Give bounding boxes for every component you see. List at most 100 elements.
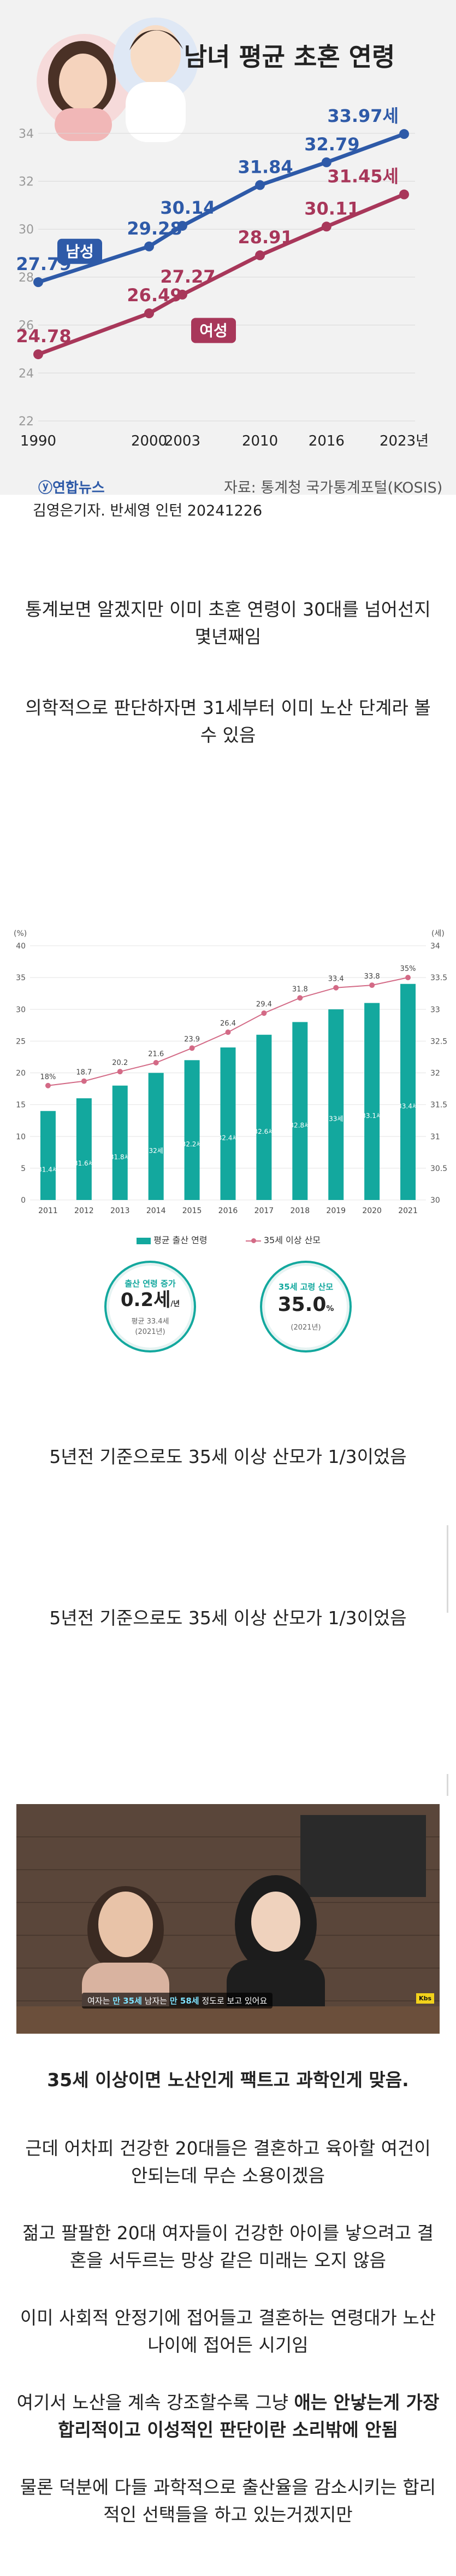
stat-older-mothers-value: 35.0	[277, 1293, 327, 1316]
bar-value-label: 33.1세	[362, 1112, 382, 1120]
video-scene	[16, 1804, 440, 2034]
bar-value-label: 31.8세	[110, 1153, 131, 1161]
x-tick-label: 2019	[326, 1207, 346, 1215]
male-point	[399, 129, 409, 139]
older-mothers-label: 23.9	[184, 1035, 200, 1044]
male-line	[37, 132, 405, 284]
x-tick-label: 1990	[20, 433, 56, 449]
left-tick-label: 20	[16, 1069, 26, 1078]
female-data-label: 24.78	[16, 326, 71, 347]
stat-older-mothers: 35세 고령 산모 35.0% (2021년)	[265, 1266, 347, 1348]
x-tick-label: 2014	[146, 1207, 166, 1215]
bar-value-label: 31.6세	[74, 1160, 94, 1167]
chart-source: 자료: 통계청 국가통계포털(KOSIS)	[224, 479, 443, 496]
paragraph-1: 통계보면 알겠지만 이미 초혼 연령이 30대를 넘어선지 몇년째임	[25, 599, 431, 647]
bar-value-label: 32.6세	[254, 1128, 275, 1135]
male-data-label: 33.97세	[327, 106, 399, 126]
older-mothers-point	[153, 1059, 159, 1065]
older-mothers-point	[405, 975, 411, 981]
left-tick-label: 5	[21, 1164, 26, 1173]
marriage-age-chart: 남녀 평균 초혼 연령 22 24 26 28 30 32 34 1990 2000 2003 20…	[0, 0, 456, 496]
paragraph-2: 의학적으로 판단하자면 31세부터 이미 노산 단계라 볼 수 있음	[25, 697, 431, 746]
bar	[328, 1009, 344, 1200]
older-mothers-label: 29.4	[256, 1000, 272, 1009]
older-mothers-point	[333, 985, 339, 991]
birth-age-chart: (%) (세) 0 5 10 15 20 25 30 35 40 30 30.5 31 31.5 32 32.5…	[0, 924, 456, 1350]
male-point	[177, 221, 187, 231]
female-point	[144, 308, 155, 319]
older-mothers-label: 20.2	[112, 1059, 128, 1067]
female-tag	[191, 318, 236, 343]
video-still[interactable]: 여자는 만 35세 남자는 만 58세 정도로 보고 있어요 Kbs	[16, 1804, 440, 2034]
male-tag-label: 남성	[66, 243, 94, 261]
stat-older-mothers-suffix: %	[326, 1304, 334, 1313]
logo-label: 연합뉴스	[52, 480, 105, 496]
paragraph-4: 5년전 기준으로도 35세 이상 산모가 1/3이었음	[49, 1607, 407, 1629]
stat-birth-age: 출산 연령 증가 0.2세/년 평균 33.4세 (2021년)	[109, 1266, 191, 1348]
legend-line-label: 35세 이상 산모	[263, 1235, 321, 1245]
left-tick-label: 40	[16, 942, 26, 951]
male-data-label: 29.28	[127, 218, 182, 239]
bar-value-label: 32.4세	[218, 1134, 239, 1142]
legend-bar-label: 평균 출산 연령	[153, 1235, 208, 1245]
x-tick-label: 2011	[38, 1207, 58, 1215]
y-tick-label: 26	[19, 319, 34, 333]
right-tick-label: 32.5	[430, 1037, 447, 1046]
y-tick-label: 32	[19, 175, 34, 189]
x-tick-label: 2003	[164, 433, 200, 449]
male-data-label: 32.79	[304, 134, 359, 155]
right-axis-unit: (세)	[431, 929, 445, 938]
right-tick-label: 31.5	[430, 1101, 447, 1110]
older-mothers-point	[189, 1045, 195, 1051]
y-tick-label: 28	[19, 271, 34, 285]
male-point	[321, 157, 331, 167]
left-tick-label: 15	[16, 1101, 26, 1110]
paragraph-3: 5년전 기준으로도 35세 이상 산모가 1/3이었음	[49, 1446, 407, 1467]
older-mothers-label: 33.8	[364, 973, 380, 981]
female-tag-label: 여성	[199, 321, 228, 339]
x-tick-label: 2016	[218, 1207, 238, 1215]
stat-older-mothers-title: 35세 고령 산모	[278, 1282, 334, 1292]
channel-badge: Kbs	[416, 1993, 434, 2004]
bar-value-label: 33세	[329, 1115, 343, 1123]
subtitle-part-5: 정도로 보고 있어요	[202, 1996, 268, 2006]
stat-birth-age-suffix: /년	[170, 1300, 180, 1308]
male-point	[144, 241, 155, 251]
byline: 김영은기자. 반세영 인턴 20241226	[33, 502, 263, 519]
right-tick-label: 31	[430, 1133, 440, 1141]
x-tick-label: 2017	[254, 1207, 274, 1215]
x-tick-label: 2013	[110, 1207, 130, 1215]
male-point	[33, 277, 43, 288]
older-mothers-point	[81, 1078, 87, 1084]
stat-birth-age-sub2: (2021년)	[135, 1328, 165, 1336]
older-mothers-point	[117, 1069, 123, 1075]
paragraph-8: 이미 사회적 안정기에 접어들고 결혼하는 연령대가 노산 나이에 접어든 시기…	[20, 2307, 436, 2356]
bar-value-label: 31.4세	[38, 1166, 58, 1174]
bar-value-label: 32.2세	[182, 1140, 203, 1148]
birth-age-chart-svg: (%) (세) 0 5 10 15 20 25 30 35 40 30 30.5 31 31.5 32 32.5…	[14, 929, 447, 1215]
bar	[40, 1111, 56, 1200]
male-point	[255, 180, 265, 190]
stat-birth-age-value: 0.2세	[120, 1289, 171, 1311]
left-tick-label: 30	[16, 1005, 26, 1014]
paragraph-9-plain: 여기서 노산을 계속 강조할수록 그냥	[16, 2392, 294, 2413]
female-point	[321, 221, 331, 232]
x-tick-label: 2018	[290, 1207, 310, 1215]
bar	[76, 1098, 92, 1200]
bar	[256, 1034, 272, 1200]
female-data-label: 28.91	[238, 227, 293, 248]
yonhap-logo: ⓨ연합뉴스	[38, 480, 105, 496]
legend-bar-swatch	[137, 1237, 151, 1244]
paragraph-9-bold: 애는 안낳는게 가장 합리적이고 이성적인 판단이란 소리밖에 안됨	[58, 2392, 440, 2440]
female-data-label: 30.11	[304, 198, 359, 219]
subtitle-part-3: 남자는	[144, 1996, 168, 2006]
older-mothers-label: 33.4	[328, 975, 344, 983]
female-point	[255, 250, 265, 261]
female-point	[399, 189, 409, 200]
female-data-label: 27.27	[160, 266, 215, 287]
older-mothers-label: 31.8	[292, 985, 308, 993]
older-mothers-point	[369, 982, 375, 988]
bar-value-label: 32세	[149, 1147, 163, 1155]
male-tag	[57, 238, 102, 264]
